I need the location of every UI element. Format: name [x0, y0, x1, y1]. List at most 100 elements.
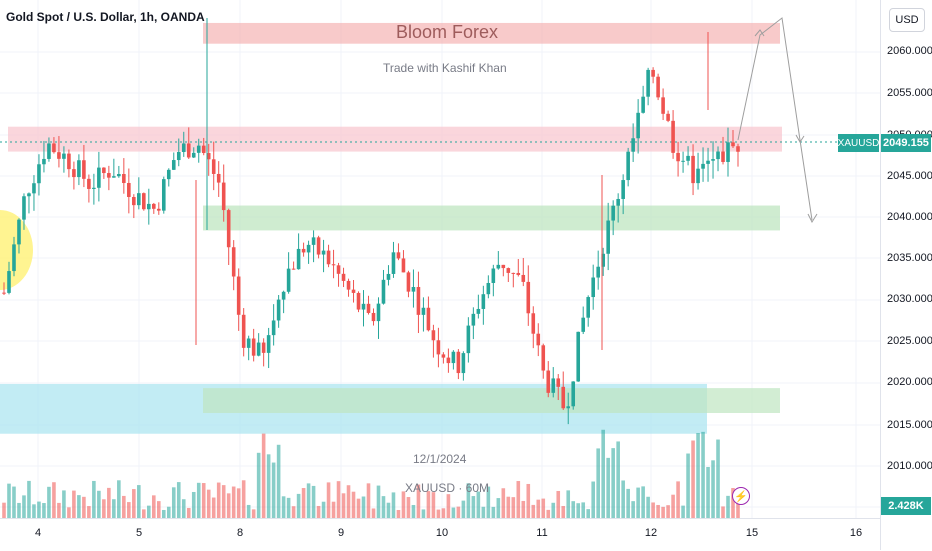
volume-bar — [221, 485, 226, 518]
volume-bar — [336, 481, 341, 518]
volume-bar — [7, 483, 11, 518]
volume-bar — [127, 502, 131, 518]
volume-bar — [241, 480, 246, 518]
volume-bar — [331, 501, 336, 518]
candle-body — [481, 294, 486, 309]
arrow-head — [754, 29, 765, 37]
volume-bar — [396, 509, 401, 518]
volume-bar — [52, 482, 56, 518]
volume-bar — [516, 481, 521, 518]
volume-bar — [661, 506, 665, 518]
volume-bar — [82, 496, 86, 518]
candle-body — [416, 287, 421, 315]
price-axis[interactable]: USD 2060.000 2055.000 2050.000 2045.000 … — [880, 0, 932, 550]
time-label: 4 — [34, 527, 42, 539]
volume-bar — [236, 488, 241, 518]
volume-bar — [196, 482, 201, 518]
price-label: 2025.000 — [887, 335, 932, 347]
candle-body — [346, 280, 351, 290]
time-label: 5 — [135, 527, 143, 539]
volume-bar — [47, 486, 51, 518]
candle-body — [726, 142, 730, 162]
volume-bar — [676, 481, 680, 518]
volume-bar — [251, 509, 256, 518]
price-label: 2015.000 — [887, 419, 932, 431]
volume-bar — [137, 485, 141, 518]
volume-bar — [556, 490, 561, 518]
support-zone — [203, 205, 780, 231]
volume-bar — [461, 500, 466, 518]
volume-bar — [166, 506, 171, 518]
volume-bar — [436, 509, 441, 518]
candle-body — [541, 345, 546, 371]
candle-body — [17, 219, 21, 245]
candle-body — [631, 138, 635, 152]
candle-body — [316, 237, 321, 255]
candle-body — [47, 143, 51, 159]
time-label: 12 — [644, 527, 658, 539]
candle-body — [466, 325, 471, 354]
volume-bar — [706, 466, 710, 518]
volume-bar — [181, 499, 186, 518]
candle-body — [112, 176, 116, 178]
candle-body — [511, 272, 516, 274]
volume-bar — [386, 502, 391, 518]
candle-body — [371, 312, 376, 322]
candle-body — [396, 252, 401, 259]
volume-bar — [201, 483, 206, 518]
time-axis[interactable]: 4 5 8 9 10 11 12 15 16 — [0, 518, 880, 551]
candle-body — [156, 208, 161, 211]
volume-bar — [276, 444, 281, 518]
volume-bar — [631, 501, 635, 518]
candle-body — [231, 247, 236, 277]
volume-bar — [102, 499, 106, 518]
candle-body — [431, 330, 436, 341]
arrow-head — [795, 134, 805, 143]
volume-bar — [156, 501, 161, 518]
support-zone-low — [203, 388, 780, 413]
volume-bar — [171, 487, 176, 518]
chart-area[interactable]: Gold Spot / U.S. Dollar, 1h, OANDA Bloom… — [0, 0, 880, 518]
candle-body — [701, 163, 705, 169]
volume-bar — [117, 480, 121, 518]
candle-body — [2, 292, 6, 294]
volume-bar — [541, 498, 546, 518]
volume-bar — [186, 507, 191, 518]
candle-body — [356, 292, 361, 310]
price-label: 2055.000 — [887, 87, 932, 99]
price-label: 2060.000 — [887, 45, 932, 57]
candle-body — [721, 151, 725, 162]
volume-bar — [87, 506, 91, 518]
volume-bar — [346, 485, 351, 518]
volume-bar — [42, 503, 46, 518]
volume-bar — [371, 508, 376, 518]
price-chart[interactable] — [0, 0, 880, 518]
lightning-icon[interactable]: ⚡ — [732, 487, 750, 505]
candle-body — [471, 313, 476, 326]
candle-body — [656, 76, 660, 98]
volume-bar — [301, 488, 306, 518]
volume-bar — [566, 490, 571, 518]
candle-body — [291, 268, 296, 270]
candle-body — [186, 143, 191, 158]
candle-body — [261, 342, 266, 353]
candle-body — [266, 335, 271, 353]
volume-bar — [211, 497, 216, 518]
volume-bar — [341, 493, 346, 518]
volume-bar — [22, 495, 26, 518]
brand-subtitle: Trade with Kashif Khan — [383, 61, 507, 75]
currency-button[interactable]: USD — [889, 8, 925, 32]
candle-body — [586, 297, 591, 318]
volume-bar — [261, 433, 266, 518]
candle-body — [421, 307, 426, 315]
volume-bar — [431, 492, 436, 518]
candle-body — [37, 164, 41, 184]
candle-body — [636, 112, 640, 139]
volume-bar — [691, 440, 695, 518]
volume-bar — [296, 493, 301, 518]
candle-body — [411, 287, 416, 292]
current-price-tag: 2049.155 — [881, 134, 931, 152]
candle-body — [716, 151, 720, 160]
volume-bar — [381, 496, 386, 518]
candle-body — [32, 183, 36, 194]
